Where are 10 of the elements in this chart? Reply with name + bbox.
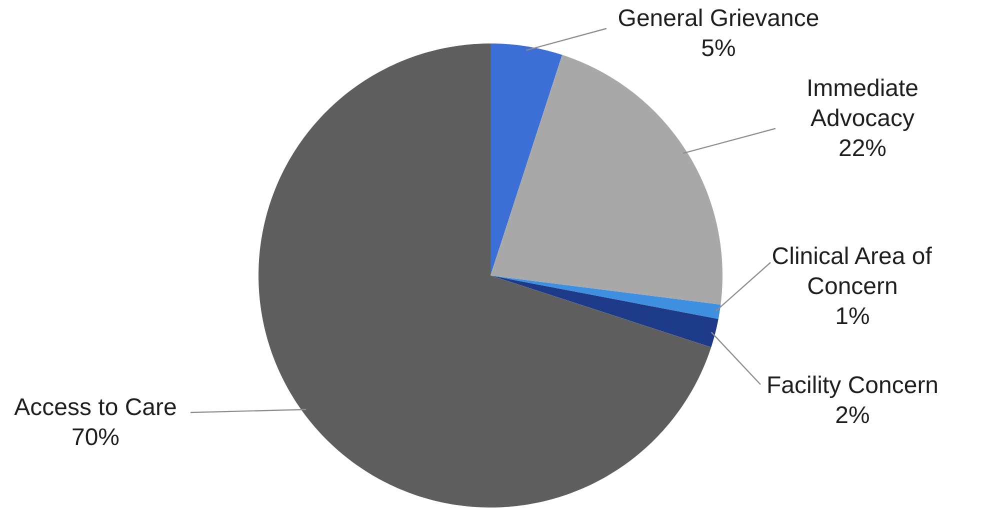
slice-label: Access to Care <box>14 394 177 421</box>
slice-label: General Grievance <box>618 5 820 32</box>
data-label: 70% <box>71 424 120 451</box>
data-label: 2% <box>835 402 870 429</box>
slice-label: Immediate Advocacy <box>806 75 919 132</box>
data-label: 1% <box>835 303 870 330</box>
slice-label: Facility Concern <box>766 372 939 399</box>
data-label: 5% <box>701 35 736 62</box>
data-label: 22% <box>838 135 887 162</box>
slice-label: Clinical Area of Concern <box>772 243 932 300</box>
